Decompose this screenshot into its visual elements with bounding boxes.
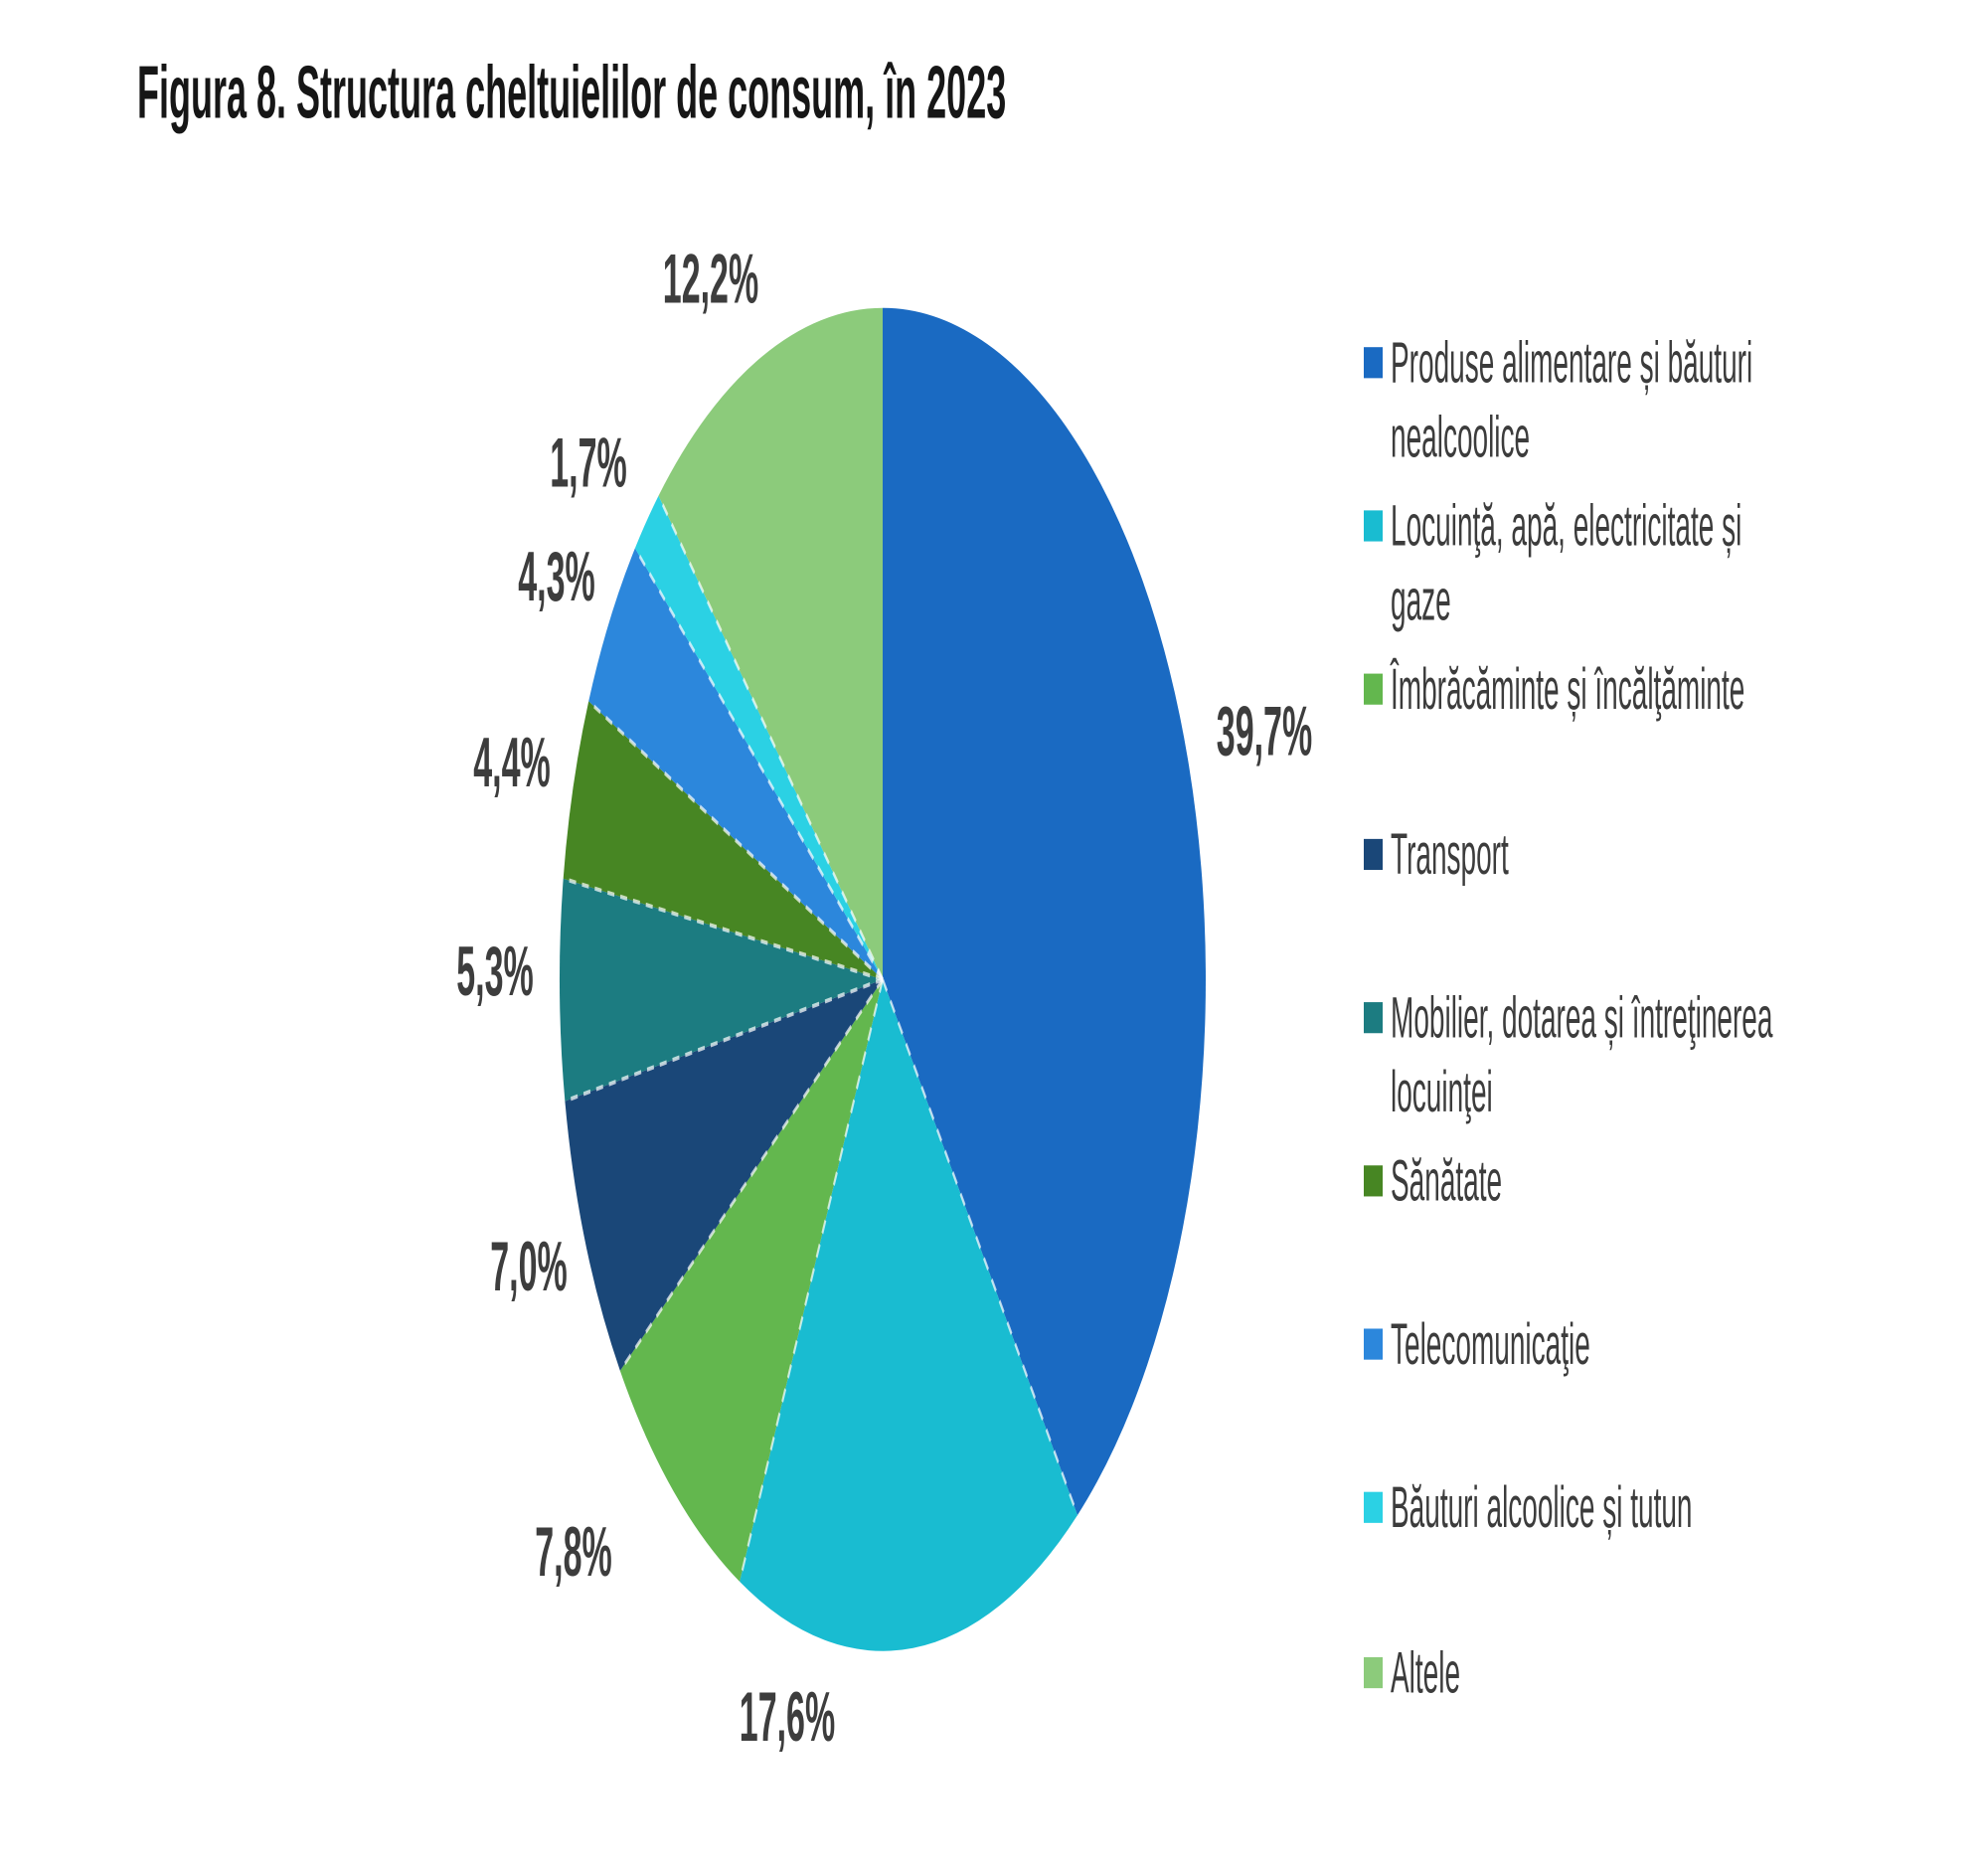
legend-label: Produse alimentare și băuturi nealcoolice [1391,330,1753,469]
value-label-6: 4,4% [473,724,551,803]
legend-swatch-icon [1364,1165,1383,1197]
legend-item-7: Telecomunicaţie [1364,1308,1935,1383]
slice-separator [619,977,884,1373]
legend-label: Băuturi alcoolice și tutun [1391,1475,1693,1541]
pie-slice-3 [619,979,883,1582]
legend-item-6: Sănătate [1364,1144,1935,1219]
legend-swatch-icon [1364,1656,1383,1688]
legend-item-5: Mobilier, dotarea și întreţinerea locuinţ… [1364,981,1935,1130]
legend-swatch-icon [1364,347,1383,379]
pie-slice-5 [560,878,883,1102]
value-label-3: 7,8% [535,1513,612,1593]
value-label-8: 1,7% [550,425,627,504]
value-label-2: 17,6% [739,1678,836,1758]
legend-swatch-icon [1364,510,1383,542]
legend-swatch-icon [1364,1001,1383,1033]
legend-item-4: Transport [1364,817,1935,892]
pie-slice-1 [883,307,1206,1516]
legend-label: Mobilier, dotarea și întreţinerea locuinţ… [1391,985,1773,1124]
slice-separator [739,978,884,1583]
value-label-9: 12,2% [662,241,759,320]
slice-separator [882,977,1078,1517]
legend-label: Locuinţă, apă, electricitate și gaze [1391,494,1742,633]
pie-slice-9 [658,307,883,980]
pie-slice-8 [634,495,883,980]
legend-label: Altele [1391,1639,1461,1704]
pie-slice-4 [565,979,883,1371]
slice-separator [657,494,884,981]
slice-separator [565,977,884,1104]
slice-separator [563,876,884,982]
pie-slice-7 [588,548,883,980]
value-label-4: 7,0% [490,1228,568,1307]
slice-separator [634,546,884,981]
legend-label: Sănătate [1391,1148,1503,1214]
legend-swatch-icon [1364,674,1383,706]
figure-title: Figura 8. Structura cheltuielilor de con… [137,49,1007,135]
value-label-7: 4,3% [518,538,595,617]
legend-item-8: Băuturi alcoolice și tutun [1364,1472,1935,1547]
pie-slice-6 [563,701,883,980]
legend-item-2: Locuinţă, apă, electricitate și gaze [1364,490,1935,639]
slice-separator [587,699,884,982]
legend-label: Îmbrăcăminte și încălţăminte [1391,657,1745,723]
legend-label: Telecomunicaţie [1391,1312,1590,1377]
legend-swatch-icon [1364,838,1383,870]
legend-item-3: Îmbrăcăminte și încălţăminte [1364,654,1935,729]
legend-swatch-icon [1364,1328,1383,1361]
pie-slice-2 [740,979,1077,1651]
value-label-5: 5,3% [456,933,534,1012]
legend-item-9: Altele [1364,1635,1935,1710]
legend-item-1: Produse alimentare și băuturi nealcoolice [1364,326,1935,475]
legend-swatch-icon [1364,1492,1383,1524]
legend-label: Transport [1391,821,1509,886]
value-label-1: 39,7% [1216,693,1313,772]
